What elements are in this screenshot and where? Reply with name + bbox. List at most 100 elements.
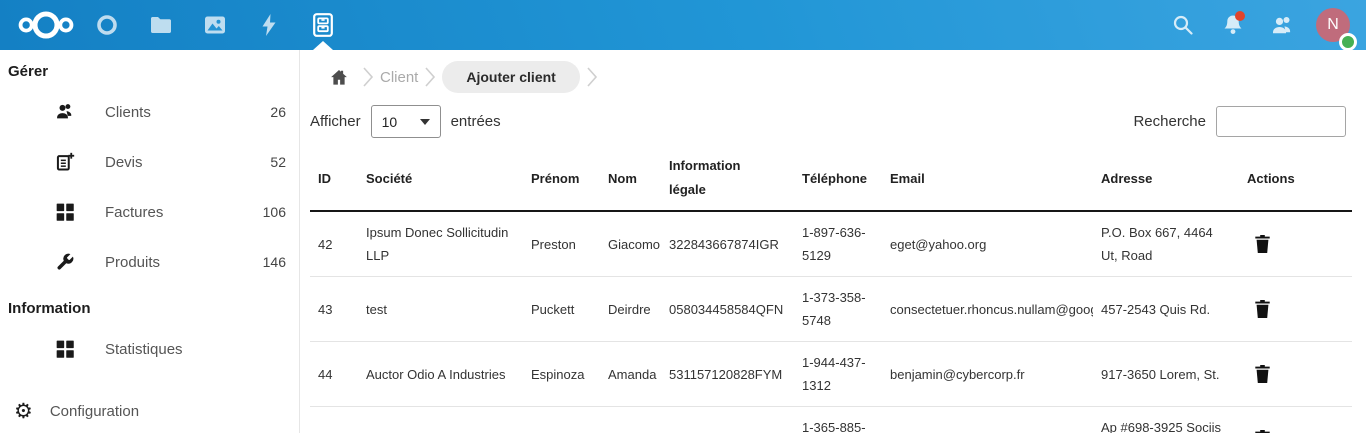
sidebar-heading-information: Information: [8, 300, 91, 317]
cell-adresse: 917-3650 Lorem, St.: [1093, 341, 1239, 407]
cell-info-legale: 531157120828FYM: [661, 341, 794, 407]
cell-id: 43: [310, 276, 358, 342]
breadcrumb-link-client[interactable]: Client: [380, 68, 419, 86]
app-launcher: [80, 0, 350, 50]
table-row: 45 Donec Foundation Dawson Odette 466143…: [310, 406, 1352, 433]
main-content: Client Ajouter client Afficher 10 entrée…: [300, 50, 1366, 433]
sidebar: Gérer Clients 26: [0, 50, 300, 433]
sidebar-item-devis[interactable]: Devis 52: [0, 137, 299, 187]
chevron-right-icon: [424, 63, 436, 91]
table-row: 43 test Puckett Deirdre 058034458584QFN …: [310, 276, 1352, 342]
col-header-prenom[interactable]: Prénom: [523, 146, 600, 212]
delete-trash-icon[interactable]: [1247, 300, 1270, 318]
archive-cabinet-icon[interactable]: [296, 0, 350, 50]
wrench-icon: [55, 252, 75, 272]
sidebar-item-label: Clients: [105, 103, 151, 121]
cell-societe: Auctor Odio A Industries: [358, 341, 523, 407]
col-header-telephone[interactable]: Téléphone: [794, 146, 882, 212]
page-size-select[interactable]: 10: [370, 105, 441, 138]
cell-nom: Deirdre: [600, 276, 661, 342]
cell-adresse: Ap #698-3925 Sociis St.: [1093, 406, 1239, 433]
col-header-email[interactable]: Email: [882, 146, 1093, 212]
cell-adresse: P.O. Box 667, 4464 Ut, Road: [1093, 211, 1239, 277]
notifications-bell-icon[interactable]: [1208, 0, 1258, 50]
activity-bolt-icon[interactable]: [242, 0, 296, 50]
cell-prenom: Preston: [523, 211, 600, 277]
cell-id: 44: [310, 341, 358, 407]
cell-prenom: Espinoza: [523, 341, 600, 407]
chevron-right-icon: [362, 63, 374, 91]
breadcrumb-current-ajouter-client[interactable]: Ajouter client: [442, 61, 580, 93]
document-add-icon: [55, 152, 75, 172]
col-header-societe[interactable]: Société: [358, 146, 523, 212]
col-header-id[interactable]: ID: [310, 146, 358, 212]
col-header-information-legale[interactable]: Information légale: [661, 146, 794, 212]
col-header-nom[interactable]: Nom: [600, 146, 661, 212]
table-header-row: ID Société Prénom Nom Information légale…: [310, 146, 1352, 212]
sidebar-item-statistiques[interactable]: Statistiques: [0, 324, 299, 374]
cell-email: consectetuer.rhoncus.nullam@google.edu: [882, 276, 1093, 342]
search-area: Recherche: [1133, 106, 1346, 137]
nextcloud-logo[interactable]: [18, 0, 74, 50]
circle-app-icon[interactable]: [80, 0, 134, 50]
cell-nom: Giacomo: [600, 211, 661, 277]
cell-email: benjamin@cybercorp.fr: [882, 341, 1093, 407]
delete-trash-icon[interactable]: [1247, 365, 1270, 383]
sidebar-item-count: 106: [262, 204, 286, 220]
sidebar-item-label: Produits: [105, 253, 161, 271]
breadcrumb: Client Ajouter client: [310, 50, 1366, 96]
cell-telephone: 1-944-437-1312: [794, 341, 882, 407]
cell-prenom: Puckett: [523, 276, 600, 342]
sidebar-item-count: 52: [270, 154, 286, 170]
sidebar-item-produits[interactable]: Produits 146: [0, 237, 299, 287]
search-icon[interactable]: [1158, 0, 1208, 50]
cell-info-legale: 322843667874IGR: [661, 211, 794, 277]
files-folder-icon[interactable]: [134, 0, 188, 50]
gear-icon: ⚙: [14, 399, 33, 423]
topbar: N: [0, 0, 1366, 51]
cell-societe: test: [358, 276, 523, 342]
page-size-value: 10: [381, 113, 398, 130]
sidebar-item-count: 146: [262, 254, 286, 270]
table-row: 42 Ipsum Donec Sollicitudin LLP Preston …: [310, 211, 1352, 277]
col-header-actions[interactable]: Actions: [1239, 146, 1352, 212]
cell-info-legale: 058034458584QFN: [661, 276, 794, 342]
cell-prenom: Dawson: [523, 406, 600, 433]
cell-societe: Donec Foundation: [358, 406, 523, 433]
entries-label: entrées: [450, 113, 501, 130]
cell-adresse: 457-2543 Quis Rd.: [1093, 276, 1239, 342]
home-icon[interactable]: [322, 60, 356, 94]
sidebar-item-configuration[interactable]: ⚙ Configuration: [0, 389, 299, 433]
contacts-icon[interactable]: [1258, 0, 1308, 50]
search-input[interactable]: [1216, 106, 1346, 137]
delete-trash-icon[interactable]: [1247, 235, 1270, 253]
col-header-adresse[interactable]: Adresse: [1093, 146, 1239, 212]
sidebar-item-factures[interactable]: Factures 106: [0, 187, 299, 237]
sidebar-heading-gerer: Gérer: [8, 63, 49, 80]
clients-table: ID Société Prénom Nom Information légale…: [310, 146, 1352, 433]
cell-telephone: 1-365-885-2143: [794, 406, 882, 433]
cell-info-legale: 466143582715TCR: [661, 406, 794, 433]
online-status-dot: [1339, 33, 1357, 51]
sidebar-item-label: Configuration: [49, 402, 140, 420]
table-controls: Afficher 10 entrées Recherche: [310, 105, 1366, 138]
cell-email: eget@yahoo.org: [882, 211, 1093, 277]
cell-email: dictum.cursus@yahoo.edu: [882, 406, 1093, 433]
sidebar-item-clients[interactable]: Clients 26: [0, 87, 299, 137]
table-row: 44 Auctor Odio A Industries Espinoza Ama…: [310, 341, 1352, 407]
cell-id: 42: [310, 211, 358, 277]
cell-nom: Amanda: [600, 341, 661, 407]
notification-badge-dot: [1235, 11, 1245, 21]
avatar[interactable]: N: [1308, 0, 1358, 51]
chevron-down-icon: [419, 118, 430, 125]
grid-icon: [55, 339, 75, 359]
sidebar-item-label: Statistiques: [105, 340, 183, 358]
sidebar-item-label: Devis: [105, 153, 143, 171]
cell-telephone: 1-897-636-5129: [794, 211, 882, 277]
delete-trash-icon[interactable]: [1247, 430, 1270, 433]
cell-societe: Ipsum Donec Sollicitudin LLP: [358, 211, 523, 277]
photos-icon[interactable]: [188, 0, 242, 50]
show-entries-label: Afficher: [310, 113, 361, 130]
sidebar-item-label: Factures: [105, 203, 164, 221]
search-label: Recherche: [1133, 113, 1206, 130]
